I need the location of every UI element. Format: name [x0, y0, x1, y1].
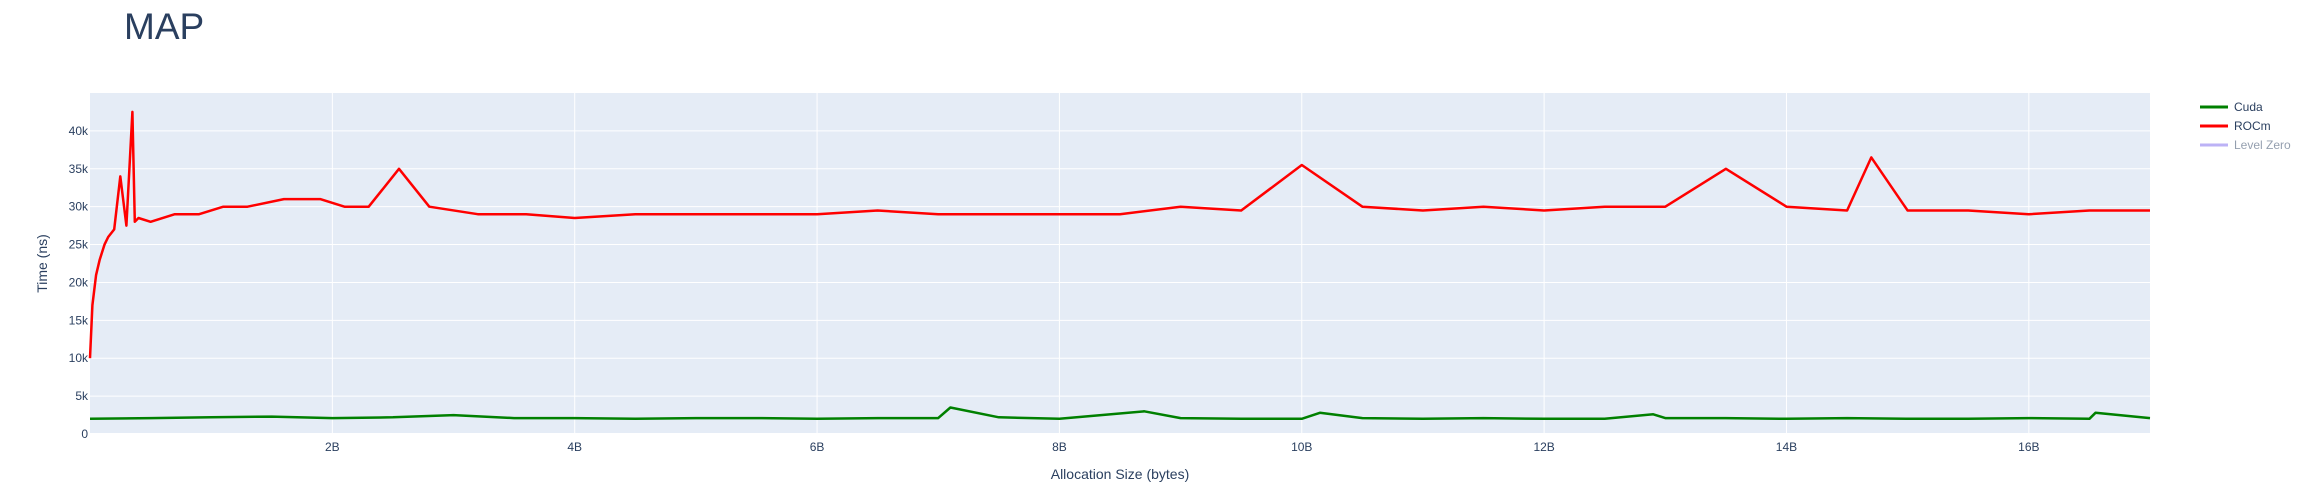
y-tick-label: 25k	[69, 238, 89, 252]
legend-label: ROCm	[2234, 119, 2271, 133]
legend-item-rocm[interactable]: ROCm	[2200, 119, 2271, 133]
series-line-cuda	[89, 406, 2151, 421]
x-tick-label: 14B	[1776, 440, 1797, 454]
y-tick-label: 5k	[75, 389, 89, 403]
legend-item-cuda[interactable]: Cuda	[2200, 100, 2263, 114]
series-layer	[88, 110, 2151, 421]
grid	[90, 93, 2150, 435]
x-tick-label: 4B	[567, 440, 582, 454]
series-line-rocm	[88, 110, 2150, 359]
plot-area	[90, 93, 2150, 434]
x-axis-ticks: 2B 4B 6B 8B 10B 12B 14B 16B	[325, 440, 2039, 454]
y-tick-label: 0	[81, 427, 88, 441]
x-tick-label: 2B	[325, 440, 340, 454]
legend-label: Level Zero	[2234, 138, 2291, 152]
x-tick-label: 10B	[1291, 440, 1312, 454]
x-tick-label: 8B	[1052, 440, 1067, 454]
y-tick-label: 30k	[69, 200, 89, 214]
x-tick-label: 16B	[2018, 440, 2039, 454]
y-tick-label: 20k	[69, 275, 89, 289]
y-axis-ticks: 0 5k 10k 15k 20k 25k 30k 35k 40k	[69, 124, 89, 441]
x-tick-label: 6B	[810, 440, 825, 454]
chart-title: MAP	[124, 6, 205, 47]
y-tick-label: 10k	[69, 351, 89, 365]
y-tick-label: 40k	[69, 124, 89, 138]
x-tick-label: 12B	[1533, 440, 1554, 454]
y-tick-label: 35k	[69, 162, 89, 176]
y-tick-label: 15k	[69, 313, 89, 327]
legend-label: Cuda	[2234, 100, 2263, 114]
y-axis-title: Time (ns)	[34, 234, 50, 293]
x-axis-title: Allocation Size (bytes)	[1051, 466, 1190, 482]
legend-item-level-zero[interactable]: Level Zero	[2200, 138, 2291, 152]
legend[interactable]: Cuda ROCm Level Zero	[2200, 100, 2291, 152]
